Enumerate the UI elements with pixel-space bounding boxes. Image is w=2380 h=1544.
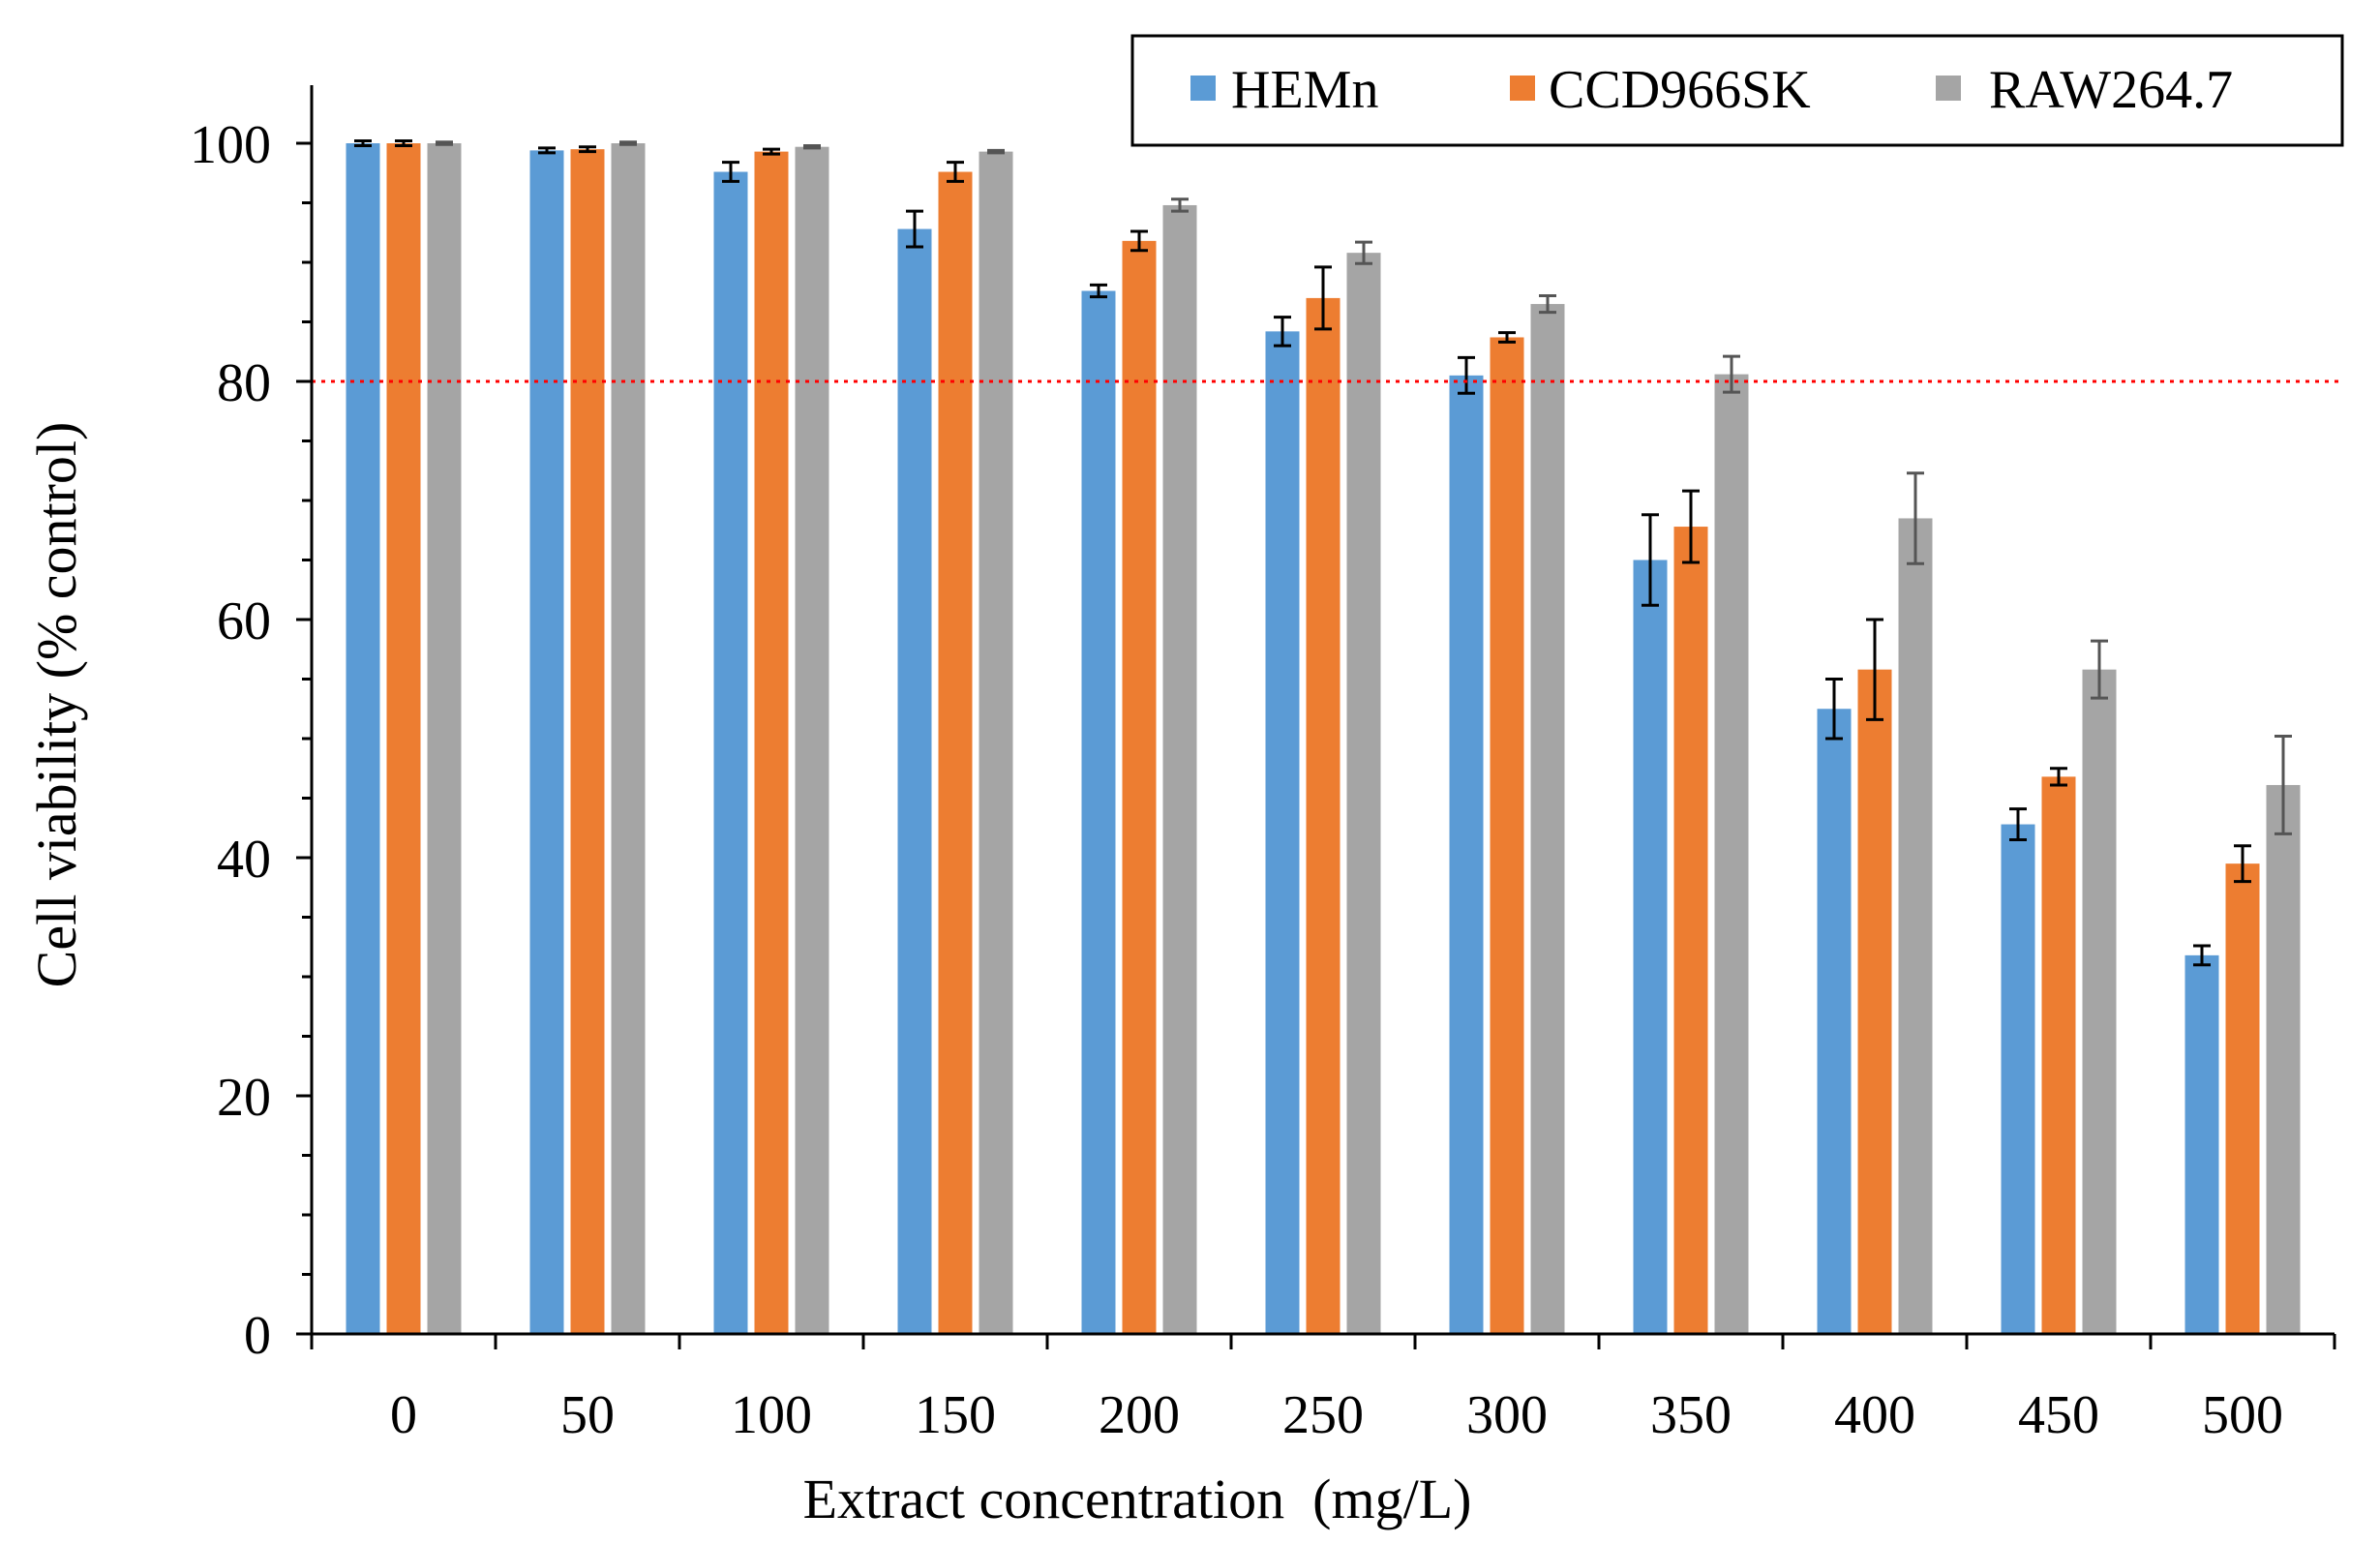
error-bar-hemn-500	[2193, 944, 2211, 967]
bar-ccd966sk-100	[754, 151, 789, 1335]
legend-swatch-hemn	[1190, 76, 1216, 101]
bar-ccd966sk-400	[1857, 669, 1892, 1334]
error-bar-raw2647-50	[619, 140, 637, 146]
x-tick-label-350: 350	[1650, 1385, 1732, 1445]
bar-ccd966sk-450	[2041, 776, 2076, 1334]
bar-ccd966sk-50	[570, 149, 605, 1334]
x-tick-label-200: 200	[1099, 1385, 1180, 1445]
error-bar-hemn-50	[538, 146, 556, 155]
y-tick-label-20: 20	[217, 1068, 271, 1128]
bar-raw2647-300	[1530, 304, 1565, 1334]
bar-ccd966sk-0	[386, 143, 421, 1334]
x-tick-label-50: 50	[560, 1385, 615, 1445]
axes-layer	[296, 85, 2336, 1349]
tick-labels-layer: 0 50 100 150 200 250 300 350 400 450 500 0 20 40 60 80 1…	[190, 115, 2283, 1445]
bar-raw2647-50	[611, 143, 646, 1334]
x-tick-label-100: 100	[731, 1385, 812, 1445]
error-bar-raw2647-500	[2275, 735, 2292, 835]
bar-ccd966sk-300	[1490, 337, 1524, 1334]
bar-raw2647-0	[427, 143, 462, 1334]
error-bar-hemn-100	[722, 161, 739, 183]
legend-label-raw2647: RAW264.7	[1989, 60, 2233, 120]
y-tick-label-40: 40	[217, 830, 271, 890]
legend-swatch-ccd966sk	[1510, 76, 1535, 101]
x-tick-label-150: 150	[915, 1385, 996, 1445]
bar-raw2647-500	[2266, 784, 2301, 1334]
bar-hemn-50	[529, 150, 564, 1334]
bar-raw2647-400	[1898, 518, 1933, 1334]
legend-label-hemn: HEMn	[1231, 60, 1378, 120]
bar-hemn-400	[1817, 709, 1852, 1334]
error-bar-ccd966sk-500	[2234, 844, 2251, 884]
bar-hemn-150	[897, 228, 932, 1334]
bar-ccd966sk-250	[1306, 297, 1341, 1334]
error-bar-ccd966sk-0	[395, 139, 412, 147]
bar-ccd966sk-500	[2225, 863, 2260, 1334]
bar-raw2647-350	[1714, 374, 1749, 1334]
bars-layer	[346, 143, 2301, 1335]
x-tick-label-450: 450	[2018, 1385, 2099, 1445]
error-bar-ccd966sk-350	[1682, 489, 1700, 564]
bar-hemn-450	[2001, 824, 2035, 1334]
bar-hemn-350	[1633, 560, 1668, 1334]
bar-hemn-250	[1265, 331, 1300, 1335]
bar-raw2647-250	[1346, 253, 1381, 1334]
legend-label-ccd966sk: CCD966SK	[1549, 60, 1811, 120]
x-tick-label-400: 400	[1834, 1385, 1915, 1445]
bar-ccd966sk-350	[1673, 527, 1708, 1334]
y-tick-label-60: 60	[217, 591, 271, 651]
bar-ccd966sk-150	[938, 171, 973, 1334]
bar-raw2647-450	[2082, 669, 2117, 1334]
error-bar-raw2647-300	[1539, 293, 1556, 315]
bar-ccd966sk-200	[1122, 240, 1157, 1335]
error-bar-raw2647-250	[1355, 240, 1372, 265]
x-axis-title: Extract concentration (mg/L)	[803, 1468, 1472, 1530]
error-bar-ccd966sk-50	[579, 145, 596, 154]
bar-raw2647-150	[979, 151, 1013, 1335]
error-bar-ccd966sk-200	[1130, 229, 1148, 253]
error-bar-raw2647-450	[2091, 639, 2108, 700]
legend: HEMn CCD966SK RAW264.7	[1130, 34, 2344, 147]
error-bar-raw2647-200	[1171, 197, 1189, 213]
error-bar-hemn-400	[1825, 678, 1843, 741]
y-tick-label-0: 0	[244, 1306, 271, 1366]
error-bar-ccd966sk-450	[2050, 767, 2067, 787]
bar-raw2647-200	[1162, 204, 1197, 1335]
x-tick-label-500: 500	[2202, 1385, 2283, 1445]
error-bar-hemn-0	[354, 139, 372, 147]
y-tick-label-80: 80	[217, 353, 271, 413]
x-tick-label-0: 0	[390, 1385, 417, 1445]
error-bar-raw2647-350	[1723, 354, 1740, 394]
error-bar-hemn-450	[2009, 807, 2027, 842]
error-bar-ccd966sk-100	[763, 147, 780, 156]
y-tick-label-100: 100	[190, 115, 271, 175]
bar-hemn-500	[2184, 954, 2219, 1334]
legend-frame	[1130, 34, 2344, 147]
x-tick-label-250: 250	[1282, 1385, 1364, 1445]
error-bar-hemn-150	[906, 209, 923, 249]
error-bar-hemn-250	[1274, 316, 1291, 348]
error-bar-ccd966sk-150	[947, 161, 964, 183]
error-bar-raw2647-150	[987, 148, 1005, 155]
error-bar-hemn-200	[1090, 283, 1107, 299]
bar-hemn-0	[346, 143, 380, 1334]
error-bar-raw2647-100	[803, 143, 821, 150]
error-bar-ccd966sk-250	[1314, 265, 1332, 331]
bar-raw2647-100	[795, 146, 829, 1335]
bar-hemn-100	[713, 171, 748, 1334]
error-bar-raw2647-0	[436, 140, 453, 146]
error-bar-ccd966sk-300	[1498, 331, 1516, 344]
legend-swatch-raw2647	[1936, 76, 1961, 101]
error-bar-hemn-350	[1642, 513, 1659, 607]
error-bar-hemn-300	[1458, 355, 1475, 395]
bar-hemn-300	[1449, 375, 1484, 1335]
error-bars-layer	[354, 139, 2292, 967]
x-tick-label-300: 300	[1466, 1385, 1548, 1445]
y-axis-title: Cell viability (% control)	[25, 422, 88, 988]
bar-hemn-200	[1081, 290, 1116, 1334]
error-bar-ccd966sk-400	[1866, 618, 1883, 721]
error-bar-raw2647-400	[1907, 471, 1924, 565]
